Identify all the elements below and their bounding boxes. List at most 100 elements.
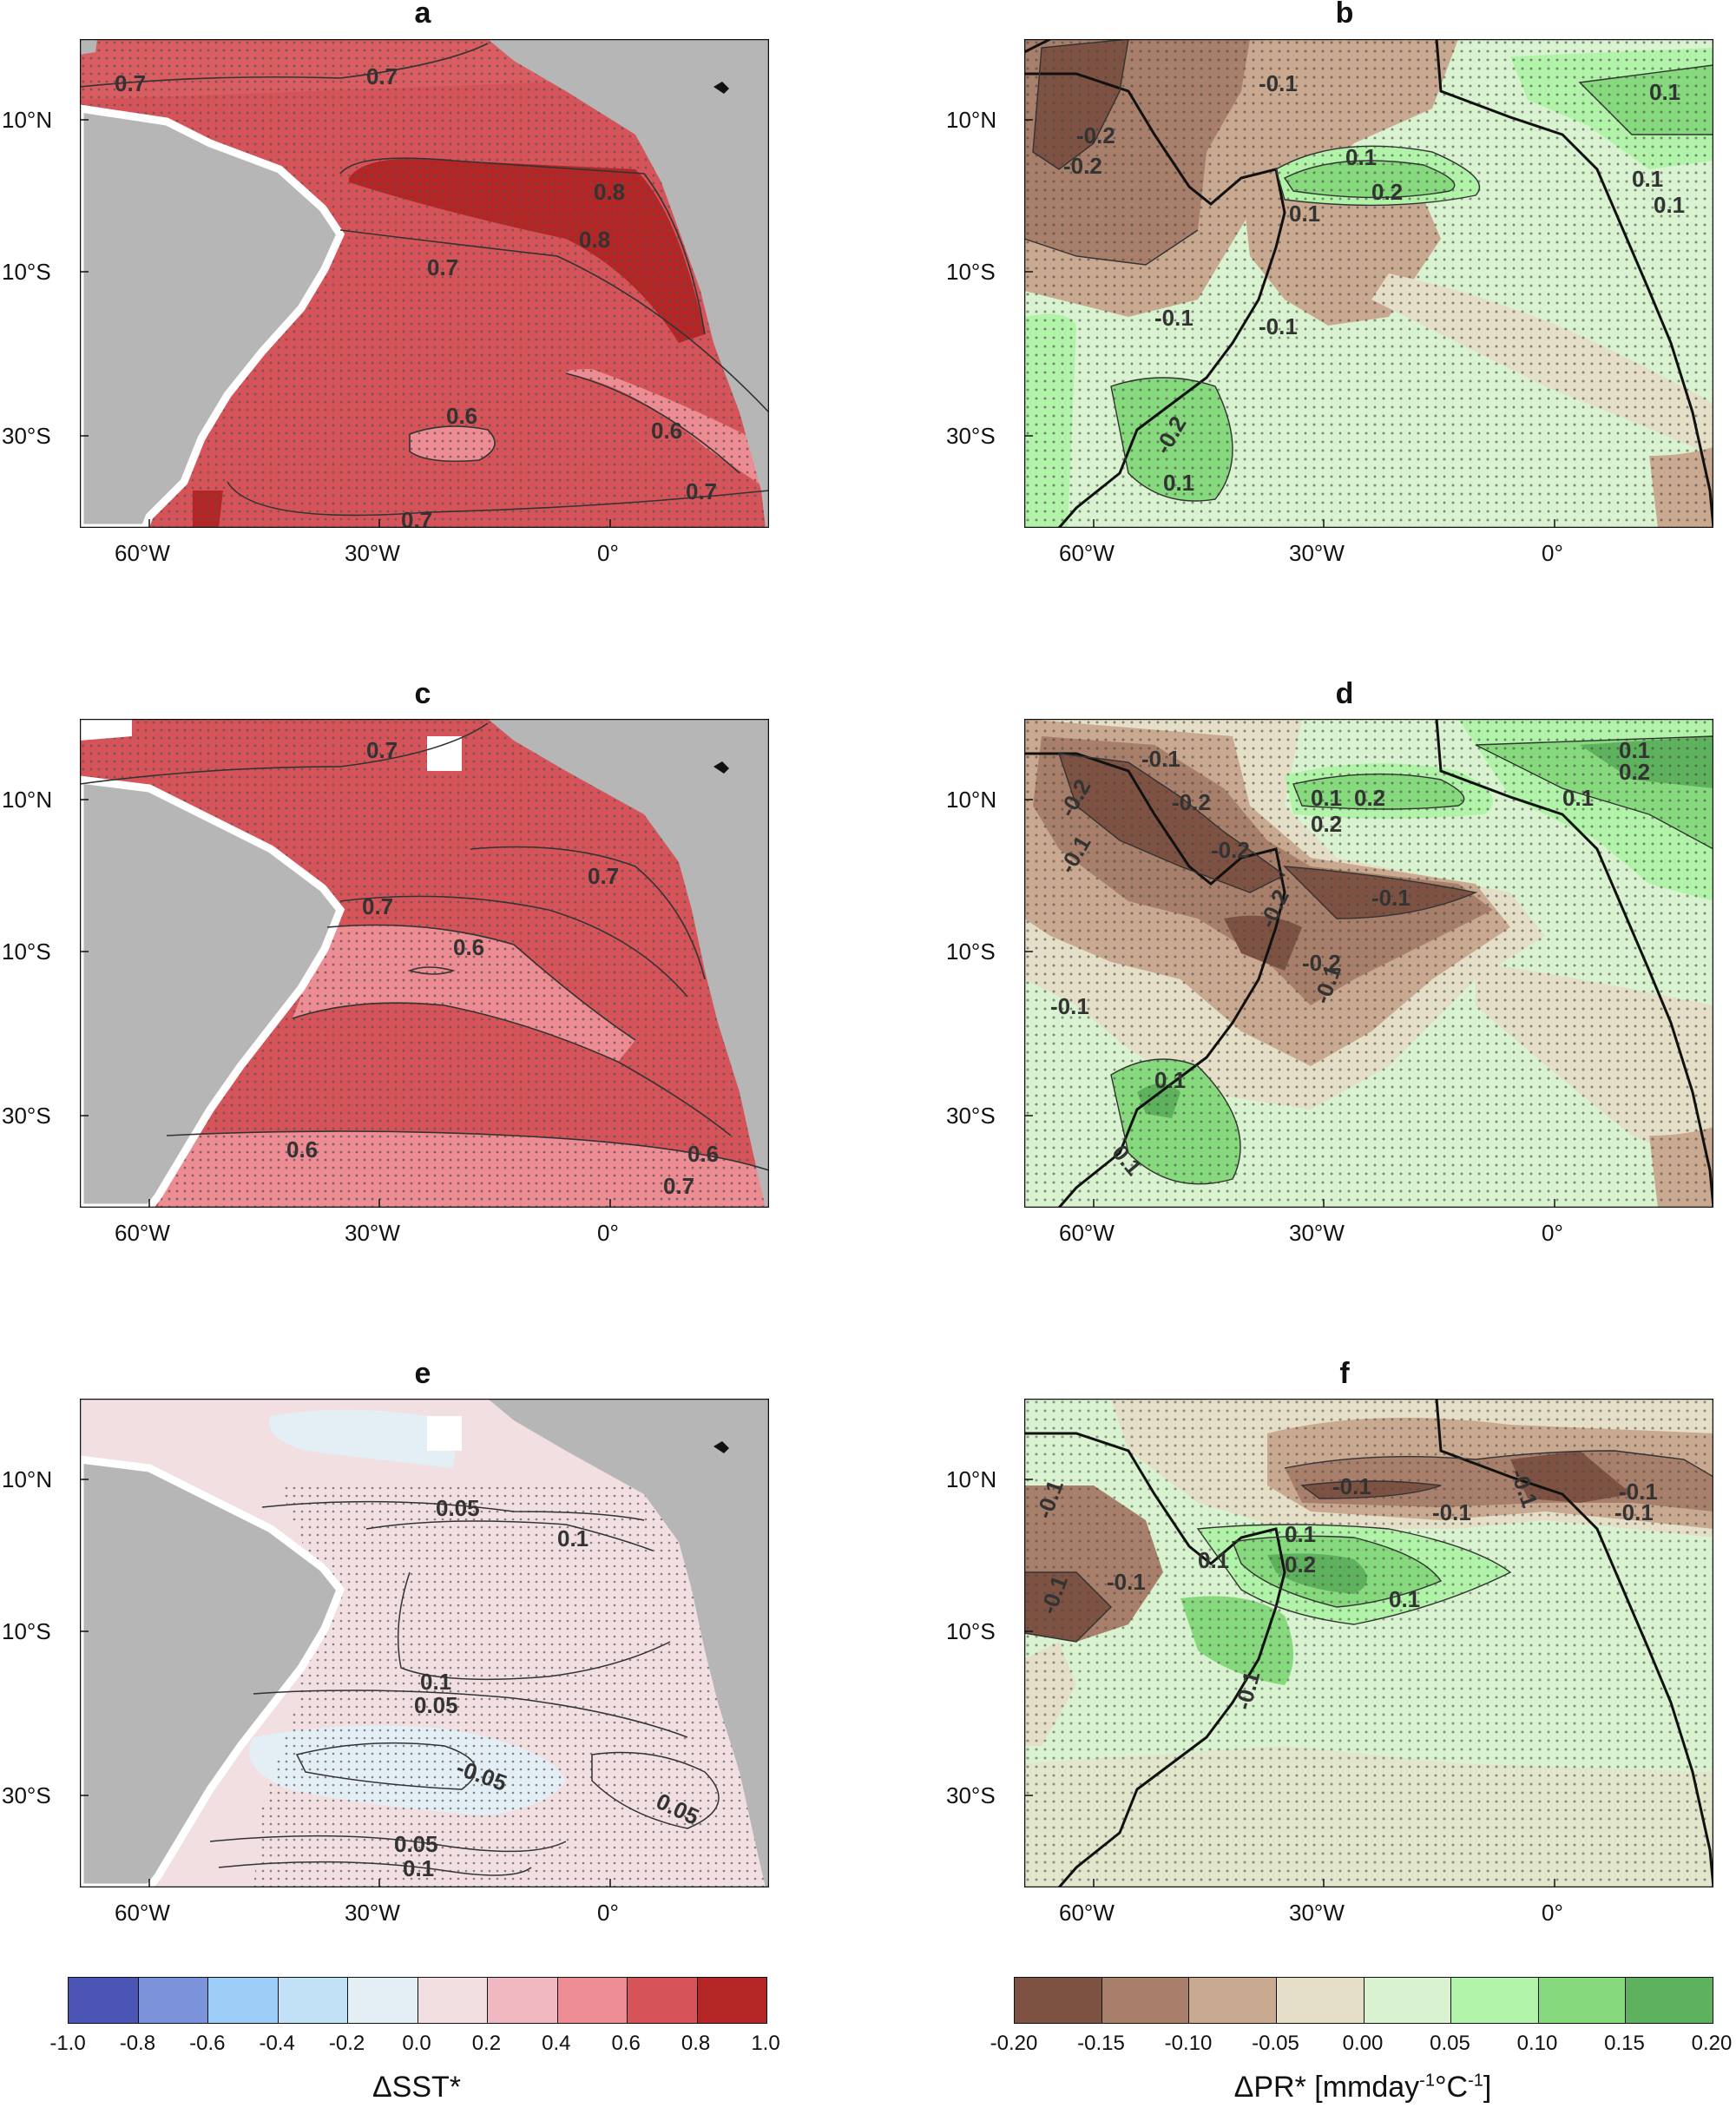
coastline-south-america [1024, 72, 1286, 528]
contour-label: 0.2 [1371, 179, 1403, 205]
contour-label: 0.1 [1649, 79, 1680, 105]
lon-tick-label: 60°W [115, 1220, 170, 1246]
contour-label: 0.6 [286, 1136, 318, 1163]
contour-label: 0.1 [557, 1525, 589, 1551]
contour-label: 0.7 [663, 1173, 694, 1199]
lat-tick-label: 30°S [2, 423, 51, 449]
colorbar-swatch [556, 1978, 627, 2023]
colorbar-tick-label: 0.10 [1516, 2032, 1558, 2055]
contour-label: -0.1 [1371, 885, 1410, 911]
colorbar-swatch [1101, 1978, 1189, 2023]
colorbar-swatch [207, 1978, 278, 2023]
contour-label: 0.7 [115, 70, 146, 96]
contour-label: -0.1 [1141, 746, 1180, 772]
lon-tick-label: 0° [597, 1220, 619, 1246]
colorbar-pr [1014, 1977, 1713, 2024]
lon-tick-label: 30°W [1289, 540, 1345, 566]
colorbar-swatch [696, 1978, 766, 2023]
colorbar-tick-label: 0.0 [402, 2032, 431, 2055]
lat-tick-label: 10°S [2, 1618, 51, 1644]
contour-label: -0.1 [1432, 1499, 1471, 1525]
significance-stippling [1024, 719, 1713, 1208]
colorbar-tick-label: -0.05 [1252, 2032, 1299, 2055]
colorbar-swatch [347, 1978, 418, 2023]
contour-label: -0.2 [1302, 950, 1341, 976]
lon-tick-label: 30°W [345, 1900, 400, 1926]
map-panel-e: 0.05 0.1 0.1 0.05 -0.05 0.05 0.05 0.1 [80, 1399, 769, 1887]
contour-label: -0.2 [1172, 789, 1211, 815]
lat-tick-label: 10°S [946, 259, 996, 285]
contour-label: -0.1 [1154, 305, 1194, 331]
contour-label: -0.1 [1050, 993, 1089, 1019]
contour-label: 0.8 [579, 227, 610, 253]
colorbar-pr-title-main: ΔPR* [mmday [1233, 2071, 1420, 2104]
contour-label: -0.2 [1063, 153, 1102, 179]
colorbar-tick-label: 0.00 [1342, 2032, 1384, 2055]
contour-label: 0.1 [1389, 1586, 1420, 1612]
colorbar-tick-label: 0.15 [1604, 2032, 1645, 2055]
colorbar-swatch [137, 1978, 207, 2023]
panel-title-b: b [1335, 0, 1354, 30]
contour-label: 0.7 [366, 737, 398, 763]
lon-tick-label: 30°W [345, 1220, 400, 1246]
colorbar-tick-label: -0.2 [328, 2032, 365, 2055]
colorbar-swatch [277, 1978, 347, 2023]
colorbar-tick-label: 0.05 [1430, 2032, 1470, 2055]
sst-cool-region-north [269, 1409, 455, 1468]
colorbar-swatch [417, 1978, 487, 2023]
coastline-africa [1435, 719, 1713, 1208]
colorbar-pr-title-mid: °C [1434, 2071, 1469, 2104]
contour-label: 0.1 [1345, 144, 1377, 170]
contour-label: 0.7 [401, 507, 432, 528]
contour-label: -0.1 [1619, 1479, 1658, 1505]
colorbar-swatch [69, 1978, 138, 2023]
lon-tick-label: 30°W [1289, 1900, 1345, 1926]
contour-label: 0.1 [1632, 166, 1663, 192]
significance-stippling [1024, 1399, 1713, 1887]
coastline-africa [1435, 39, 1713, 528]
significance-stippling [1024, 39, 1713, 528]
land-south-america [80, 104, 345, 528]
contour-label: 0.1 [1198, 1547, 1229, 1573]
colorbar-tick-label: -0.4 [259, 2032, 295, 2055]
colorbar-tick-label: 0.6 [611, 2032, 641, 2055]
panel-title-d: d [1335, 677, 1354, 710]
coastline-africa [1435, 1399, 1713, 1887]
lat-tick-label: 30°S [2, 1782, 51, 1808]
contour-label: 0.1 [403, 1855, 434, 1881]
contour-label: -0.2 [1076, 122, 1115, 148]
land-south-america [80, 775, 345, 1208]
contour-label: -0.1 [1107, 1569, 1146, 1595]
lat-tick-label: 10°N [946, 1466, 997, 1492]
contour-label: 0.1 [1289, 201, 1320, 227]
colorbar-swatch [1625, 1978, 1713, 2023]
contour-label: 0.6 [687, 1141, 719, 1167]
contour-label: 0.1 [1654, 192, 1685, 218]
contour-label: 0.05 [414, 1692, 458, 1718]
contour-label: 0.05 [394, 1831, 438, 1857]
colorbar-swatch [1188, 1978, 1276, 2023]
colorbar-tick-label: -0.8 [119, 2032, 156, 2055]
lat-tick-label: 10°S [946, 1618, 996, 1644]
lon-tick-label: 30°W [1289, 1220, 1345, 1246]
lat-tick-label: 30°S [946, 1782, 996, 1808]
lat-tick-label: 10°N [946, 107, 997, 133]
land-africa [488, 39, 769, 528]
colorbar-tick-label: -0.20 [990, 2032, 1038, 2055]
land-africa [488, 719, 769, 1208]
contour-label: 0.2 [1619, 759, 1650, 785]
lat-tick-label: 10°N [946, 787, 997, 813]
contour-label: 0.2 [1285, 1551, 1316, 1578]
colorbar-sst [68, 1977, 767, 2024]
coastline-south-america [1024, 752, 1286, 1208]
lat-tick-label: 30°S [946, 423, 996, 449]
colorbar-tick-label: 1.0 [751, 2032, 780, 2055]
contour-label: 0.1 [1154, 1067, 1186, 1093]
contour-label: 0.7 [427, 254, 458, 280]
contour-label: 0.05 [436, 1495, 480, 1521]
map-panel-b: -0.1 0.1 -0.2 -0.2 0.1 0.2 0.1 -0.1 -0.1… [1024, 39, 1713, 528]
colorbar-swatch [487, 1978, 557, 2023]
map-panel-c: 0.7 0.7 0.7 0.6 0.6 0.6 0.7 [80, 719, 769, 1208]
lat-tick-label: 30°S [946, 1103, 996, 1129]
contour-label: -0.1 [1332, 1473, 1371, 1499]
